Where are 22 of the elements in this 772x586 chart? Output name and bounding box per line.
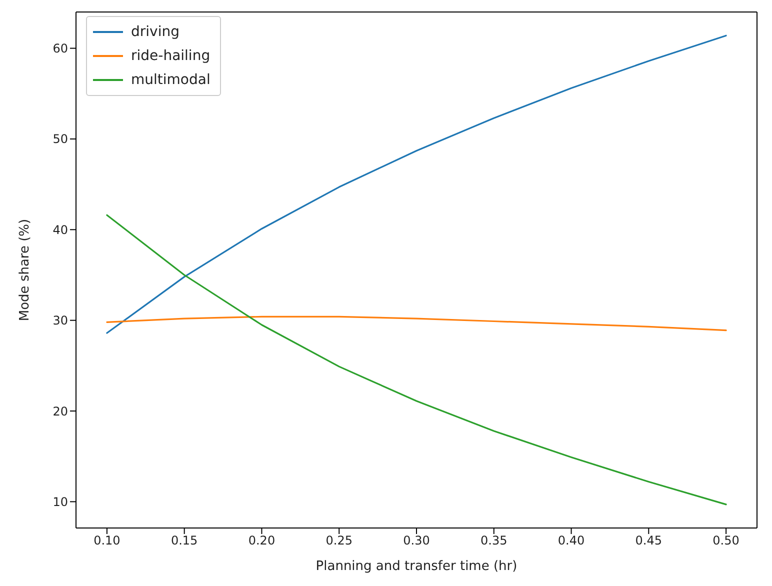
line-series <box>106 316 727 332</box>
x-tick-label: 0.45 <box>635 534 662 548</box>
legend-label: ride-hailing <box>131 48 210 64</box>
x-tick-label: 0.15 <box>170 534 198 548</box>
x-tick-label: 0.20 <box>248 534 276 548</box>
x-axis-title: Planning and transfer time (hr) <box>316 559 518 574</box>
line-series <box>106 214 727 506</box>
legend-label: driving <box>131 24 180 40</box>
x-tick-label: 0.10 <box>94 534 120 548</box>
x-tick-label: 0.40 <box>558 534 585 548</box>
y-tick-label: 10 <box>52 494 68 509</box>
y-tick-label: 40 <box>52 222 68 237</box>
x-tick-label: 0.50 <box>712 534 740 548</box>
legend-label: multimodal <box>131 72 210 88</box>
y-axis-title: Mode share (%) <box>18 218 33 322</box>
x-tick-label: 0.25 <box>326 534 352 548</box>
x-tick-label: 0.35 <box>480 534 508 548</box>
x-tick-label: 0.30 <box>403 534 430 548</box>
y-tick-label: 50 <box>52 132 68 146</box>
y-tick-label: 60 <box>52 42 68 56</box>
y-tick-label: 20 <box>52 404 68 418</box>
y-tick-label: 30 <box>52 314 68 328</box>
